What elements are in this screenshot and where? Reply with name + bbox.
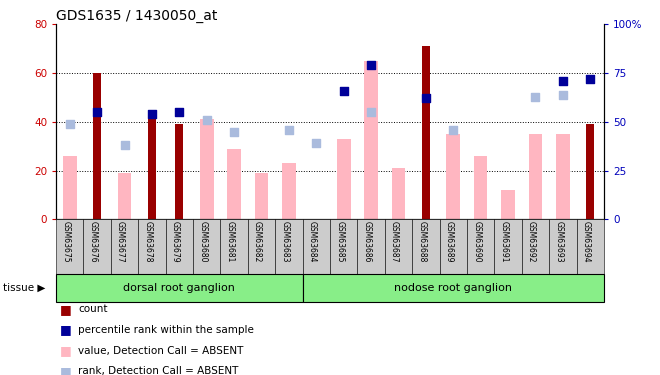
Text: GSM63686: GSM63686 bbox=[362, 221, 372, 262]
Text: GSM63691: GSM63691 bbox=[500, 221, 509, 262]
Bar bbox=[138, 219, 166, 274]
Bar bbox=[385, 219, 412, 274]
Text: GSM63688: GSM63688 bbox=[417, 221, 426, 262]
Bar bbox=[422, 46, 430, 219]
Bar bbox=[282, 164, 296, 219]
Point bbox=[339, 88, 349, 94]
Text: ■: ■ bbox=[59, 324, 71, 336]
Bar bbox=[83, 219, 111, 274]
Bar bbox=[176, 124, 183, 219]
Point bbox=[284, 127, 294, 133]
Bar bbox=[337, 139, 350, 219]
Point bbox=[558, 92, 568, 98]
Point bbox=[558, 78, 568, 84]
Bar bbox=[364, 61, 378, 219]
Point bbox=[119, 142, 130, 148]
Bar bbox=[111, 219, 138, 274]
Text: GSM63690: GSM63690 bbox=[472, 221, 481, 262]
Point bbox=[530, 93, 541, 99]
Bar bbox=[117, 173, 131, 219]
Bar bbox=[220, 219, 248, 274]
Point bbox=[420, 96, 431, 102]
Text: GSM63680: GSM63680 bbox=[198, 221, 207, 262]
Bar bbox=[586, 124, 594, 219]
Text: dorsal root ganglion: dorsal root ganglion bbox=[123, 283, 236, 293]
Bar bbox=[358, 219, 385, 274]
Text: percentile rank within the sample: percentile rank within the sample bbox=[78, 325, 253, 335]
Bar bbox=[330, 219, 358, 274]
Bar bbox=[529, 134, 543, 219]
Text: GDS1635 / 1430050_at: GDS1635 / 1430050_at bbox=[56, 9, 218, 23]
Text: GSM63678: GSM63678 bbox=[143, 221, 152, 262]
Point bbox=[585, 76, 595, 82]
Text: tissue ▶: tissue ▶ bbox=[3, 283, 46, 293]
Bar bbox=[501, 190, 515, 219]
Text: GSM63675: GSM63675 bbox=[61, 221, 71, 262]
Text: GSM63682: GSM63682 bbox=[253, 221, 262, 262]
Text: GSM63683: GSM63683 bbox=[280, 221, 290, 262]
Bar bbox=[148, 115, 156, 219]
Text: nodose root ganglion: nodose root ganglion bbox=[394, 283, 512, 293]
Bar bbox=[549, 219, 577, 274]
Text: ■: ■ bbox=[59, 303, 71, 316]
Bar bbox=[467, 219, 494, 274]
Bar bbox=[56, 219, 83, 274]
Point bbox=[229, 129, 240, 135]
Bar bbox=[391, 168, 405, 219]
Point bbox=[92, 109, 102, 115]
Point bbox=[147, 111, 157, 117]
Bar bbox=[440, 219, 467, 274]
Text: ■: ■ bbox=[59, 344, 71, 357]
Point bbox=[174, 109, 185, 115]
Point bbox=[311, 140, 321, 146]
Text: GSM63681: GSM63681 bbox=[226, 221, 235, 262]
Bar bbox=[166, 219, 193, 274]
Text: GSM63676: GSM63676 bbox=[88, 221, 98, 262]
Bar bbox=[93, 73, 101, 219]
Text: GSM63677: GSM63677 bbox=[116, 221, 125, 262]
Bar bbox=[255, 173, 269, 219]
Text: rank, Detection Call = ABSENT: rank, Detection Call = ABSENT bbox=[78, 366, 238, 375]
Point bbox=[366, 109, 376, 115]
Point bbox=[65, 121, 75, 127]
Bar bbox=[446, 134, 460, 219]
Bar bbox=[302, 219, 330, 274]
Bar bbox=[275, 219, 302, 274]
Bar bbox=[227, 149, 241, 219]
Bar bbox=[474, 156, 488, 219]
Point bbox=[366, 62, 376, 68]
Bar bbox=[556, 134, 570, 219]
Text: GSM63685: GSM63685 bbox=[335, 221, 345, 262]
Text: value, Detection Call = ABSENT: value, Detection Call = ABSENT bbox=[78, 346, 244, 355]
Text: GSM63679: GSM63679 bbox=[171, 221, 180, 262]
Text: GSM63684: GSM63684 bbox=[308, 221, 317, 262]
Bar bbox=[193, 219, 220, 274]
Point bbox=[448, 127, 459, 133]
Bar bbox=[63, 156, 77, 219]
Bar bbox=[248, 219, 275, 274]
Bar bbox=[302, 274, 604, 302]
Text: GSM63687: GSM63687 bbox=[390, 221, 399, 262]
Bar bbox=[56, 274, 302, 302]
Bar bbox=[412, 219, 440, 274]
Text: GSM63694: GSM63694 bbox=[581, 221, 591, 262]
Text: count: count bbox=[78, 304, 108, 314]
Text: GSM63689: GSM63689 bbox=[445, 221, 454, 262]
Bar bbox=[577, 219, 604, 274]
Text: GSM63692: GSM63692 bbox=[527, 221, 536, 262]
Bar bbox=[494, 219, 521, 274]
Bar bbox=[200, 119, 214, 219]
Text: GSM63693: GSM63693 bbox=[554, 221, 564, 262]
Bar bbox=[521, 219, 549, 274]
Point bbox=[201, 117, 212, 123]
Text: ■: ■ bbox=[59, 365, 71, 375]
